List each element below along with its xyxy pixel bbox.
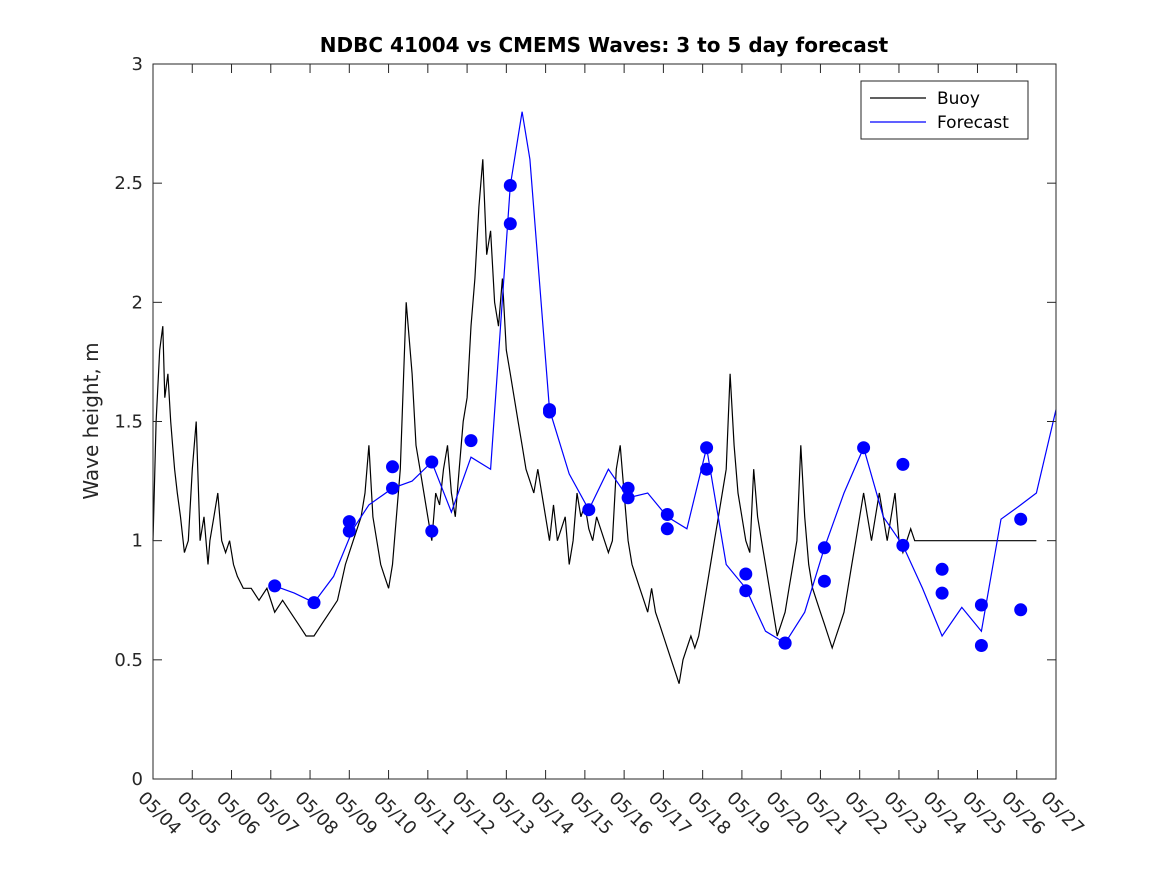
forecast-marker-point (935, 562, 949, 576)
forecast-marker-point (543, 405, 556, 419)
legend-label-buoy: Buoy (937, 89, 980, 109)
forecast-marker-point (1014, 603, 1028, 617)
forecast-marker-point (896, 538, 910, 552)
forecast-marker-point (582, 503, 596, 517)
forecast-marker-point (935, 586, 949, 600)
forecast-marker-point (817, 574, 831, 588)
plot-area (152, 111, 1057, 684)
y-axis-label: Wave height, m (79, 342, 103, 499)
forecast-marker-point (503, 217, 517, 231)
forecast-marker-point (621, 481, 635, 495)
forecast-marker-point (503, 179, 517, 192)
forecast-marker-point (307, 596, 321, 610)
forecast-marker-point (700, 441, 714, 455)
forecast-marker-point (386, 460, 399, 474)
y-tick-label: 0 (132, 769, 143, 790)
forecast-marker-point (700, 462, 714, 476)
legend-box (860, 80, 1029, 140)
forecast-marker-point (621, 491, 635, 505)
legend-label-forecast: Forecast (937, 113, 1009, 133)
y-tick-label: 1.5 (114, 412, 143, 433)
y-tick-label: 0.5 (114, 650, 143, 671)
forecast-marker-point (342, 515, 356, 529)
forecast-marker-point (660, 508, 674, 521)
buoy-series-line (152, 159, 1037, 684)
forecast-marker-point (974, 598, 988, 612)
y-tick-label: 1 (132, 531, 143, 552)
forecast-marker-point (896, 457, 910, 471)
forecast-marker-point (1014, 512, 1028, 526)
forecast-marker-point (817, 541, 831, 555)
forecast-marker-point (268, 579, 282, 593)
legend: Buoy Forecast (860, 80, 1029, 140)
y-tick-label: 2 (132, 292, 143, 313)
forecast-marker-point (739, 584, 753, 598)
forecast-marker-point (425, 524, 439, 538)
y-tick-label: 2.5 (114, 173, 143, 194)
chart-title: NDBC 41004 vs CMEMS Waves: 3 to 5 day fo… (320, 33, 889, 57)
forecast-marker-point (974, 639, 988, 652)
forecast-marker-point (857, 441, 871, 455)
forecast-marker-point (739, 567, 753, 581)
forecast-series-line (274, 111, 1057, 644)
forecast-marker-point (425, 455, 439, 469)
y-tick-label: 3 (132, 54, 143, 75)
forecast-marker-point (660, 522, 674, 536)
forecast-marker-point (778, 636, 792, 650)
forecast-marker-point (464, 434, 478, 448)
forecast-marker-point (342, 524, 356, 538)
forecast-marker-point (386, 481, 399, 495)
